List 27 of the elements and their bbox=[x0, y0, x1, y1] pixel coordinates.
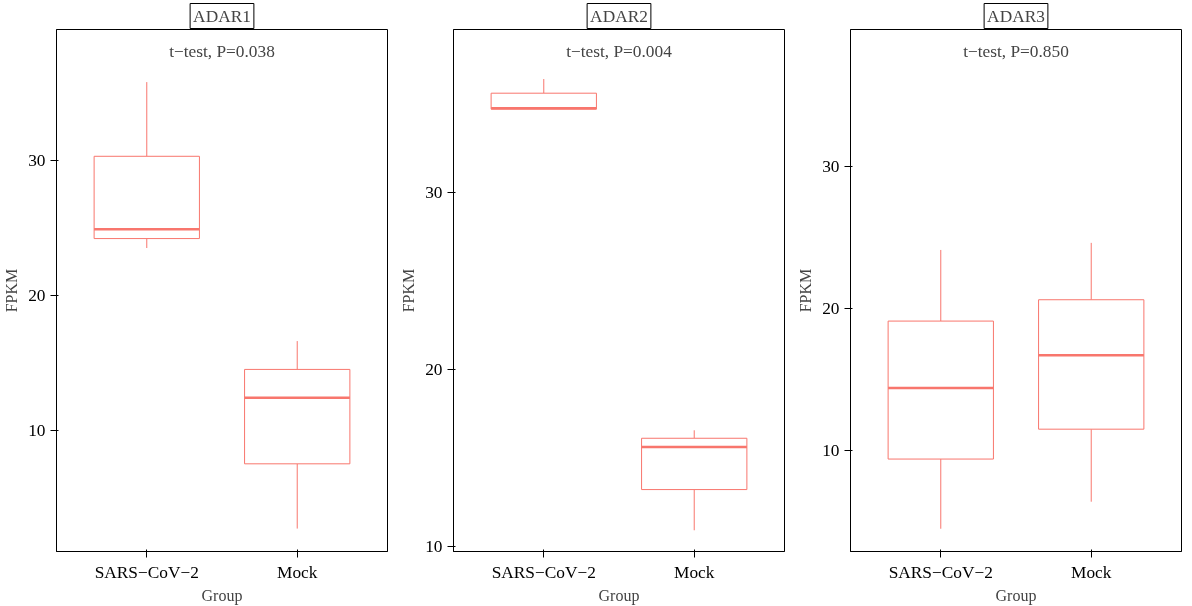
y-tick-label: 30 bbox=[28, 150, 46, 170]
x-tick-label: Mock bbox=[1071, 562, 1112, 582]
x-axis-title: Group bbox=[995, 586, 1037, 605]
x-axis-title: Group bbox=[201, 586, 243, 605]
y-tick-label: 10 bbox=[28, 420, 46, 440]
y-tick-label: 30 bbox=[822, 156, 840, 176]
y-tick-label: 30 bbox=[425, 182, 443, 202]
chart-title: ADAR3 bbox=[987, 6, 1045, 26]
y-axis-title: FPKM bbox=[797, 268, 815, 313]
x-tick-label: SARS−CoV−2 bbox=[888, 562, 993, 582]
chart-title: ADAR1 bbox=[193, 6, 251, 26]
y-tick-label: 20 bbox=[425, 359, 443, 379]
y-tick-label: 20 bbox=[28, 285, 46, 305]
y-tick-label: 20 bbox=[822, 298, 840, 318]
annotation: t−test, P=0.038 bbox=[169, 41, 275, 61]
x-tick-label: SARS−CoV−2 bbox=[491, 562, 596, 582]
y-axis-title: FPKM bbox=[400, 268, 418, 313]
x-tick-label: Mock bbox=[674, 562, 715, 582]
y-tick-label: 10 bbox=[425, 536, 443, 556]
x-tick-label: SARS−CoV−2 bbox=[94, 562, 199, 582]
x-tick-label: Mock bbox=[277, 562, 318, 582]
y-tick-label: 10 bbox=[822, 441, 840, 461]
annotation: t−test, P=0.004 bbox=[566, 41, 673, 61]
x-axis-title: Group bbox=[598, 586, 640, 605]
chart-title: ADAR2 bbox=[590, 6, 648, 26]
annotation: t−test, P=0.850 bbox=[963, 41, 1069, 61]
y-axis-title: FPKM bbox=[3, 268, 21, 313]
